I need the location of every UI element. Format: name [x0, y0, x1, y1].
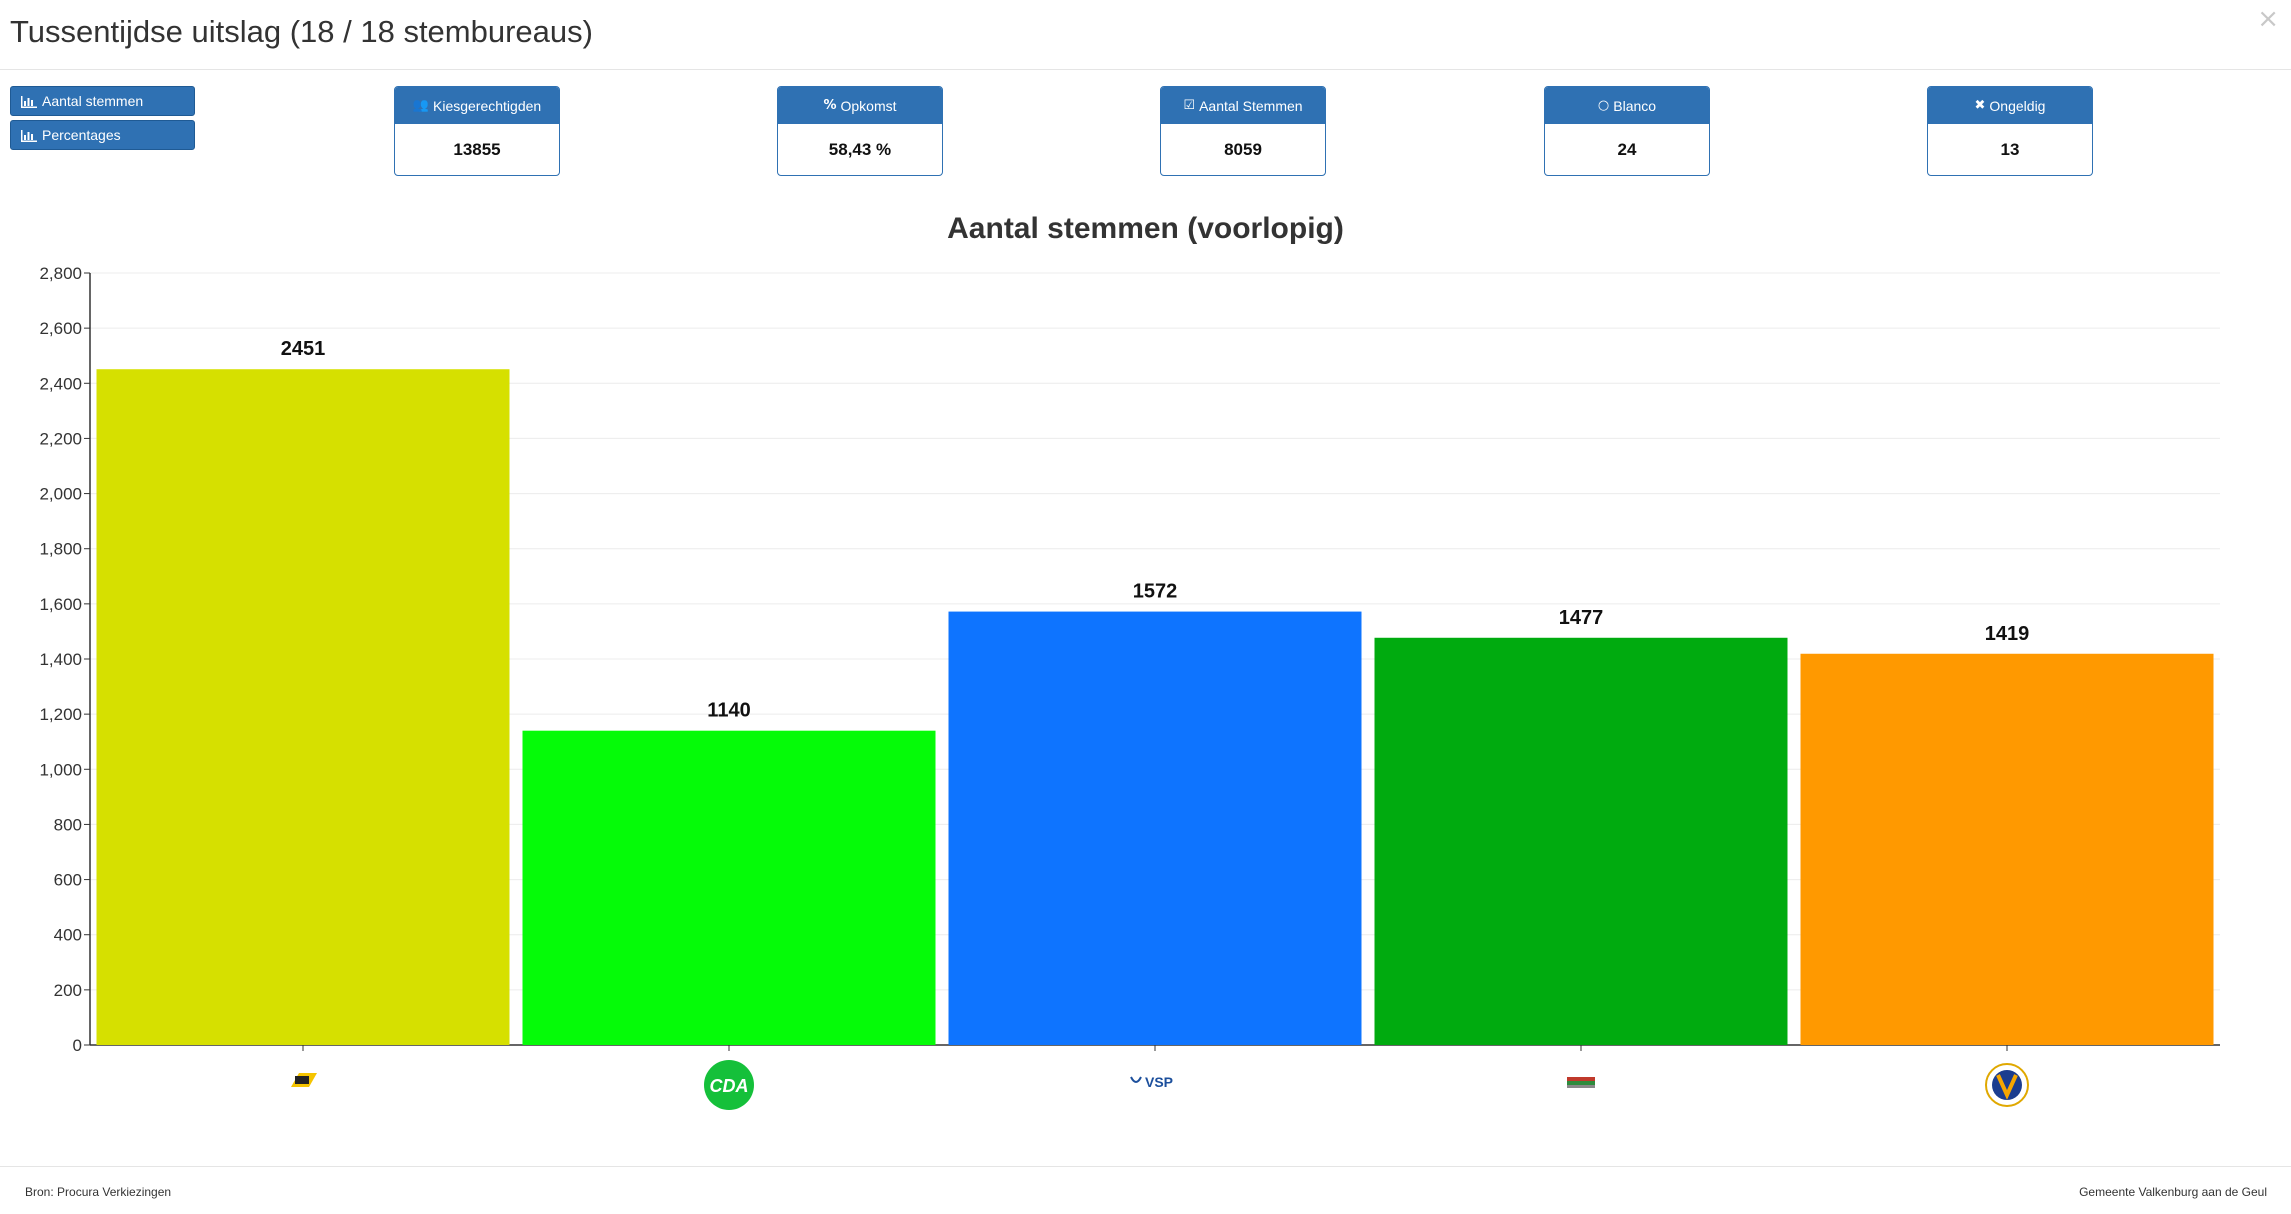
dialog-header: Tussentijdse uitslag (18 / 18 stembureau…	[0, 0, 2291, 70]
close-icon[interactable]: ×	[2257, 4, 2279, 34]
stat-value: 13	[2000, 139, 2020, 159]
stat-label: Aantal Stemmen	[1199, 97, 1303, 114]
vsp-logo-icon: VSP	[1130, 1074, 1173, 1090]
y-tick-label: 2,800	[39, 264, 82, 283]
y-tick-label: 1,000	[39, 760, 82, 779]
y-tick-label: 600	[54, 871, 82, 890]
svg-text:CDA: CDA	[710, 1076, 749, 1096]
percent-icon: %	[823, 98, 837, 113]
y-tick-label: 1,400	[39, 650, 82, 669]
data-label: 1572	[1133, 581, 1178, 603]
footer: Bron: Procura Verkiezingen Gemeente Valk…	[0, 1166, 2291, 1214]
cda-logo-icon: CDA	[704, 1060, 754, 1110]
chart-title: Aantal stemmen (voorlopig)	[947, 212, 1344, 245]
bar	[948, 611, 1362, 1045]
times-icon: ✖	[1974, 98, 1986, 113]
data-label: 2451	[281, 338, 326, 360]
party-logo-icon	[1567, 1077, 1595, 1088]
view-percentages-label: Percentages	[42, 127, 121, 143]
bar	[96, 369, 510, 1045]
dialog-title: Tussentijdse uitslag (18 / 18 stembureau…	[10, 14, 593, 49]
y-tick-label: 1,200	[39, 705, 82, 724]
bar-chart-icon	[21, 129, 37, 142]
stat-value: 8059	[1224, 139, 1262, 159]
y-tick-label: 2,400	[39, 374, 82, 393]
bar-chart-icon	[21, 95, 37, 108]
bar	[1374, 637, 1788, 1045]
y-tick-label: 2,200	[39, 429, 82, 448]
stat-label: Ongeldig	[1989, 97, 2046, 114]
data-label: 1140	[707, 700, 750, 722]
y-tick-label: 400	[54, 926, 82, 945]
organization-text: Gemeente Valkenburg aan de Geul	[2079, 1185, 2267, 1199]
view-votes-button[interactable]: Aantal stemmen	[10, 86, 195, 116]
stat-label: Kiesgerechtigden	[433, 97, 542, 114]
ab-logo-icon	[291, 1073, 317, 1087]
y-tick-label: 2,600	[39, 319, 82, 338]
stat-blank-votes: ○ Blanco 24	[1544, 86, 1710, 176]
stat-label: Opkomst	[840, 97, 897, 114]
stat-value: 58,43 %	[828, 139, 892, 159]
view-votes-label: Aantal stemmen	[42, 93, 144, 109]
bar	[522, 730, 936, 1045]
y-tick-label: 2,000	[39, 485, 82, 504]
bar	[1800, 653, 2214, 1045]
source-text: Bron: Procura Verkiezingen	[25, 1185, 172, 1199]
stat-eligible-voters: 👥 Kiesgerechtigden 13855	[394, 86, 560, 176]
y-tick-label: 1,600	[39, 595, 82, 614]
stat-value: 24	[1617, 139, 1637, 159]
users-icon: 👥	[412, 98, 429, 113]
vvd-logo-icon	[1985, 1063, 2029, 1107]
svg-text:VSP: VSP	[1145, 1074, 1173, 1090]
votes-bar-chart: 0 200 400 600 800 1,000 1,200 1,400 1,600 1,800 2,…	[39, 264, 2220, 1110]
data-label: 1477	[1559, 607, 1604, 629]
y-tick-label: 1,800	[39, 540, 82, 559]
stat-total-votes: ☑ Aantal Stemmen 8059	[1160, 86, 1326, 176]
stat-value: 13855	[453, 139, 501, 159]
data-label: 1419	[1985, 623, 2030, 645]
stat-invalid-votes: ✖ Ongeldig 13	[1927, 86, 2093, 176]
circle-icon: ○	[1597, 98, 1610, 113]
y-tick-label: 800	[54, 815, 82, 834]
stat-turnout: % Opkomst 58,43 %	[777, 86, 943, 176]
stat-label: Blanco	[1613, 97, 1657, 114]
view-percentages-button[interactable]: Percentages	[10, 120, 195, 150]
y-tick-label: 200	[54, 981, 82, 1000]
y-tick-label: 0	[73, 1036, 82, 1055]
check-square-icon: ☑	[1183, 98, 1196, 113]
